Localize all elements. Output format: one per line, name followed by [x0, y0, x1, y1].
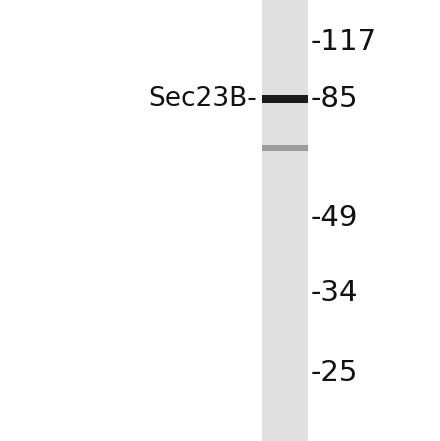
Text: -85: -85	[310, 85, 358, 113]
Bar	[262, 0, 308, 441]
Bar	[262, 95, 308, 103]
Text: -49: -49	[310, 204, 358, 232]
Text: Sec23B-: Sec23B-	[149, 86, 257, 112]
Bar	[262, 145, 308, 151]
Text: -25: -25	[310, 359, 358, 387]
Text: -117: -117	[310, 28, 376, 56]
Text: -34: -34	[310, 279, 358, 307]
